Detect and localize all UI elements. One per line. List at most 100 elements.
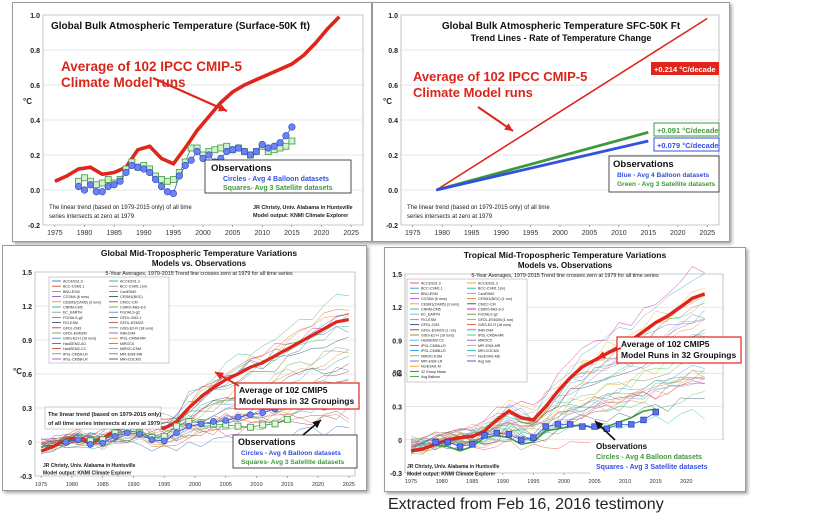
chart2-ytick-label: -0.2: [386, 223, 398, 230]
chart1-satellite-square: [92, 181, 100, 189]
chart1-title: Global Bulk Atmospheric Temperature (Sur…: [51, 21, 310, 32]
chart3-legend-label: HadGEM2-AO: [63, 342, 86, 346]
chart3-legend-label: CMCC-CM: [120, 300, 138, 304]
chart1-balloon-circle: [146, 168, 154, 177]
chart1-satellite-square: [169, 176, 177, 183]
chart3-obs-title: Observations: [238, 437, 296, 447]
chart1-satellite-square: [98, 179, 106, 187]
chart3-satellite-square: [259, 421, 267, 429]
chart1-balloon-circle: [234, 144, 243, 152]
chart1-balloon-circle: [229, 146, 237, 154]
chart4-legend-label: FGOALS-g2: [478, 313, 498, 317]
chart3-balloon-circle: [197, 420, 205, 428]
panel-tropical-mid-trop-svg: -0.3 0 0.3 0.6 0.9 1.2 1.5 1975 1980 1985 1990 1995…: [390, 250, 742, 485]
chart3-legend-label: IPSL-CM5B-LR: [63, 358, 88, 362]
chart4-model-run-line: [411, 288, 705, 452]
chart3-legend-label: IPSL-CM5A-MR: [120, 337, 146, 341]
chart4-title: Tropical Mid-Tropospheric Temperature Va…: [464, 250, 667, 260]
chart1-credit: Model output: KNMI Climate Explorer: [253, 213, 349, 219]
chart3-ytick-label: 0.6: [22, 372, 32, 379]
chart1-callout-arrow: [152, 76, 228, 113]
chart1-xtick-label: 2020: [314, 230, 330, 237]
chart1-ytick-label: 0.6: [30, 83, 40, 90]
chart3-satellite-square: [271, 420, 279, 428]
chart2-obs-title: Observations: [613, 159, 674, 170]
chart3-legend-label: FGOALS-g2: [120, 311, 140, 315]
chart3-legend-label: GFDL-CM3: [63, 326, 81, 330]
chart1-ytick-label: 0.8: [30, 48, 40, 55]
chart3-subtitle: Models vs. Observations: [152, 259, 247, 268]
chart3-legend-label: ACCESS1.0: [63, 280, 83, 284]
chart4-legend-label: CESM1(BGC) (1 run): [478, 297, 512, 301]
chart4-legend-label: HadGEM2-CC: [421, 339, 445, 343]
chart2-rate-balloon: +0.079 °C/decade: [657, 141, 719, 150]
chart1-balloon-circle: [240, 147, 249, 156]
chart4-satellite-square: [566, 421, 574, 428]
chart4-ytick-label: -0.3: [390, 471, 402, 478]
chart4-model-run-line: [410, 266, 705, 449]
chart1-balloon-circle: [270, 142, 278, 150]
chart3-ytick-label: -0.3: [20, 474, 32, 481]
chart4-legend-label: ACCESS1.3: [478, 282, 498, 286]
chart4-legend-label: IPSL-CM5A-MR: [478, 334, 504, 338]
chart1-balloon-circle: [74, 182, 83, 191]
chart3-balloon-circle: [160, 437, 168, 445]
chart2-callout: Climate Model runs: [413, 85, 533, 100]
chart4-model-line: [410, 292, 706, 453]
chart4-legend-label: 32 Group Mean: [421, 370, 446, 374]
chart3-balloon-circle: [124, 429, 131, 437]
chart2-balloon-trend: [435, 139, 649, 192]
chart1-satellite-square: [164, 177, 171, 185]
chart3-balloon-circle: [74, 436, 82, 444]
chart1-satellite-square: [187, 144, 195, 152]
chart4-legend-box: [406, 278, 528, 383]
chart2-xtick-label: 2020: [670, 230, 686, 237]
chart1-balloon-circle: [122, 168, 130, 177]
chart2-callout: Average of 102 IPCC CMIP-5: [413, 69, 587, 84]
chart1-callout: Average of 102 IPCC CMIP-5: [61, 59, 243, 74]
chart1-balloon-circle: [98, 188, 106, 196]
chart3-legend-label: ACCESS1.3: [120, 280, 140, 284]
chart3-callout: Model Runs in 32 Groupings: [239, 396, 355, 406]
chart3-legend-label: GFDL-CM2.1: [120, 316, 141, 320]
chart1-ytick-label: 0.0: [30, 188, 40, 195]
chart4-legend-label: GISS-E2-R (18 runs): [478, 323, 511, 327]
chart3-balloon-circle: [185, 422, 193, 430]
chart4-ylabel: °C: [393, 369, 402, 378]
chart3-balloon-circle: [222, 417, 230, 424]
chart1-balloon-circle: [223, 147, 231, 156]
chart1-callout-arrow-head: [218, 104, 227, 112]
chart2-ytick-label: 0.8: [388, 48, 398, 55]
chart4-callout-arrow-head: [597, 351, 606, 359]
chart1-balloon-circle: [128, 161, 136, 170]
chart3-balloon-circle: [99, 439, 106, 447]
chart3-balloon-circle: [234, 413, 242, 421]
chart4-ytick-label: 1.5: [392, 272, 402, 279]
chart4-satellite-square: [481, 432, 488, 439]
chart1-xtick-label: 1990: [136, 230, 152, 237]
chart1-callout: Climate Model runs: [61, 75, 186, 90]
panel-tropical-mid-trop: -0.3 0 0.3 0.6 0.9 1.2 1.5 1975 1980 1985 1990 1995…: [384, 247, 746, 492]
chart1-balloon-circle: [258, 140, 266, 149]
chart3-caption: 5-Year Averages, 1979-2015 Trend line cr…: [105, 271, 293, 277]
chart3-balloon-circle: [136, 430, 143, 438]
chart4-model-run-line: [411, 355, 705, 454]
chart3-ytick-label: 1.2: [22, 304, 32, 311]
chart1-balloon-circle: [116, 177, 124, 185]
chart1-xtick-label: 1985: [106, 230, 122, 237]
chart4-credit: Model output: KNMI Climate Explorer: [407, 472, 495, 478]
chart4-ytick-label: 0: [398, 438, 402, 445]
chart1-balloon-circle: [92, 188, 100, 196]
chart1-balloon-circle: [252, 147, 260, 156]
chart3-ytick-label: 1.5: [22, 270, 32, 277]
chart2-obs-line1: Blue - Avg 4 Balloon datasets: [617, 172, 710, 179]
chart3-legend-label: CESM1(BGC): [120, 295, 143, 299]
chart4-ytick-label: 0.9: [392, 338, 402, 345]
panel-trend-lines-svg: -0.2 0.0 0.2 0.4 0.6 0.8 1.0 1975 1980 1985 1990 19…: [383, 13, 720, 237]
chart4-legend-label: MIROC5: [478, 339, 492, 343]
chart3-callout-arrow-head: [215, 372, 224, 380]
chart4-legend-label: FIO-ESM: [421, 318, 436, 322]
chart4-legend-label: Avg Sat: [478, 360, 491, 364]
chart4-xtick-label: 1975: [405, 479, 417, 485]
chart4-legend-label: GFDL-ESM2M (1 run): [478, 318, 513, 322]
